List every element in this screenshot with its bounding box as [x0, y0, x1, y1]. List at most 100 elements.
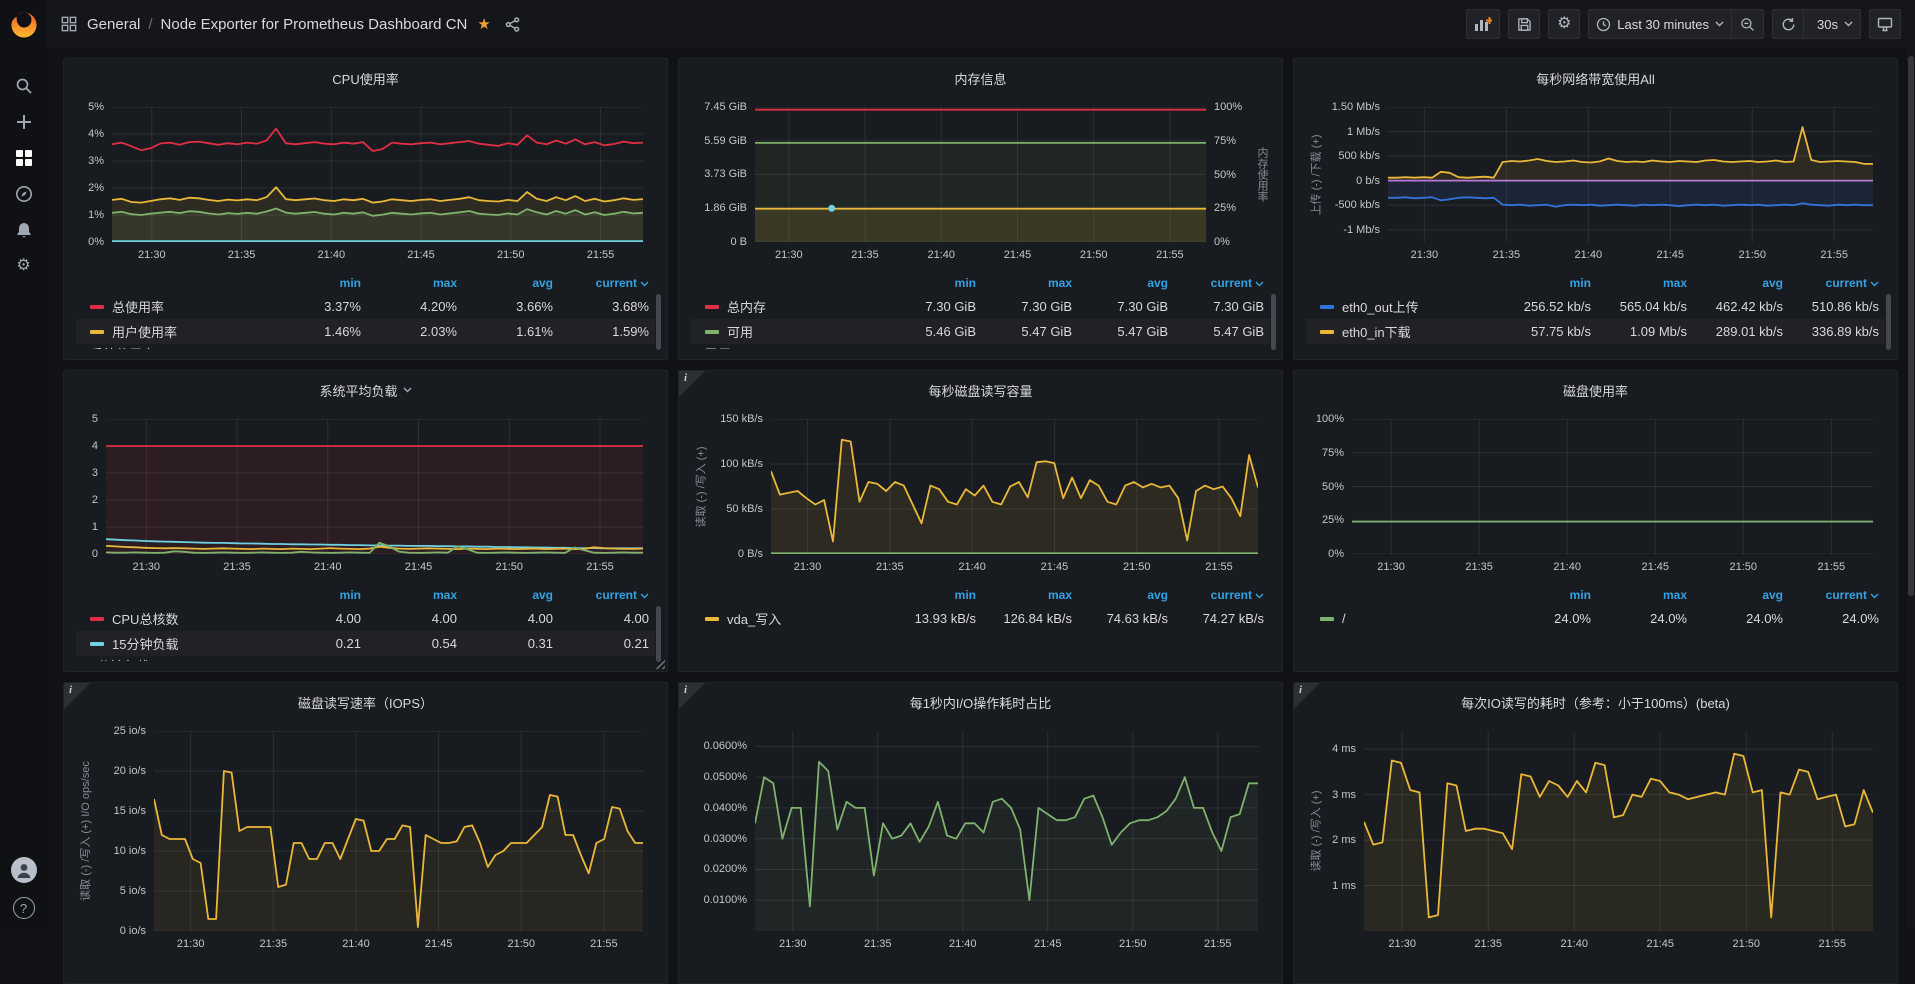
chevron-down-icon	[1715, 21, 1724, 27]
chart-plot[interactable]	[106, 419, 643, 554]
zoom-out-button[interactable]	[1732, 9, 1764, 39]
panel-info-icon[interactable]: i	[64, 683, 90, 709]
legend-column-avg[interactable]: avg	[457, 276, 553, 290]
panel-title[interactable]: 每秒磁盘读写容量	[928, 381, 1032, 400]
x-axis-tick: 21:45	[1630, 249, 1710, 261]
series-color-swatch[interactable]	[90, 617, 104, 621]
legend-column-current[interactable]: current	[553, 276, 649, 290]
series-color-swatch[interactable]	[705, 305, 719, 309]
legend-column-avg[interactable]: avg	[1072, 276, 1168, 290]
legend-series-name[interactable]: vda_写入	[727, 609, 781, 628]
legend-column-current[interactable]: current	[553, 588, 649, 602]
breadcrumb-folder[interactable]: General	[87, 16, 140, 33]
legend-column-max[interactable]: max	[976, 276, 1072, 290]
panel-title[interactable]: CPU使用率	[332, 69, 398, 88]
sidebar-item-explore[interactable]	[0, 176, 47, 212]
y-axis-tick: 3%	[76, 154, 104, 168]
sidebar-item-create[interactable]	[0, 104, 47, 140]
legend-column-max[interactable]: max	[976, 588, 1072, 602]
chart-plot[interactable]	[112, 107, 643, 242]
panel-title[interactable]: 磁盘使用率	[1563, 381, 1628, 400]
chart-plot[interactable]	[1364, 731, 1873, 931]
panel-title-text: 内存信息	[954, 69, 1006, 88]
favorite-star-icon[interactable]: ★	[477, 15, 490, 33]
dashboard-settings-button[interactable]: ⚙	[1548, 9, 1580, 39]
sidebar-item-alerting[interactable]	[0, 212, 47, 248]
chart-plot[interactable]	[755, 731, 1258, 931]
legend-column-min[interactable]: min	[265, 588, 361, 602]
legend-column-min[interactable]: min	[1495, 588, 1591, 602]
refresh-icon	[1781, 17, 1796, 32]
breadcrumb-dashboard-title[interactable]: Node Exporter for Prometheus Dashboard C…	[161, 16, 468, 33]
grafana-logo[interactable]	[9, 10, 39, 40]
chart-plot[interactable]	[755, 107, 1206, 242]
series-color-swatch[interactable]	[90, 330, 104, 334]
avatar[interactable]	[11, 857, 37, 883]
legend-column-avg[interactable]: avg	[1072, 588, 1168, 602]
legend-column-avg[interactable]: avg	[457, 588, 553, 602]
legend-series-name[interactable]: 15分钟负载	[112, 634, 178, 653]
legend-series-name[interactable]: /	[1342, 611, 1346, 626]
info-i-glyph: i	[684, 372, 687, 384]
panel-title[interactable]: 每1秒内I/O操作耗时占比	[910, 693, 1052, 712]
legend-series-name[interactable]: eth0_out上传	[1342, 297, 1419, 316]
refresh-button[interactable]	[1772, 9, 1804, 39]
legend-column-current[interactable]: current	[1168, 588, 1264, 602]
legend-column-min[interactable]: min	[1495, 276, 1591, 290]
legend-series-name[interactable]: 总内存	[727, 297, 766, 316]
chart-plot[interactable]	[1388, 107, 1873, 242]
legend-series-name[interactable]: eth0_in下载	[1342, 322, 1411, 341]
legend-column-min[interactable]: min	[880, 276, 976, 290]
legend-series-name[interactable]: 可用	[727, 322, 753, 341]
legend-column-current[interactable]: current	[1783, 276, 1879, 290]
panel-title-text: 系统平均负载	[319, 381, 397, 400]
panel-title[interactable]: 磁盘读写速率（IOPS）	[298, 693, 433, 712]
legend-column-avg[interactable]: avg	[1687, 588, 1783, 602]
chart-plot[interactable]	[1352, 419, 1873, 554]
panel-info-icon[interactable]: i	[679, 371, 705, 397]
sidebar-item-configuration[interactable]: ⚙	[0, 248, 47, 284]
legend-column-max[interactable]: max	[1591, 588, 1687, 602]
series-color-swatch[interactable]	[1320, 305, 1334, 309]
legend-series-name[interactable]: 总使用率	[112, 297, 164, 316]
legend-column-min[interactable]: min	[265, 276, 361, 290]
save-dashboard-button[interactable]	[1508, 9, 1540, 39]
add-panel-button[interactable]	[1466, 9, 1500, 39]
series-color-swatch[interactable]	[90, 642, 104, 646]
legend-column-min[interactable]: min	[880, 588, 976, 602]
help-icon[interactable]: ?	[13, 897, 35, 919]
page-scrollbar-thumb[interactable]	[1908, 56, 1914, 596]
panel-title[interactable]: 每次IO读写的耗时（参考：小于100ms）(beta)	[1461, 693, 1730, 712]
series-color-swatch[interactable]	[1320, 617, 1334, 621]
sidebar-item-search[interactable]	[0, 68, 47, 104]
panel-title[interactable]: 系统平均负载	[319, 381, 411, 400]
time-range-picker[interactable]: Last 30 minutes	[1588, 9, 1732, 39]
legend-series-name[interactable]: CPU总核数	[112, 609, 178, 628]
legend-scrollbar-thumb[interactable]	[656, 606, 661, 662]
panel-title[interactable]: 每秒网络带宽使用All	[1536, 69, 1654, 88]
panel-title[interactable]: 内存信息	[954, 69, 1006, 88]
legend-column-avg[interactable]: avg	[1687, 276, 1783, 290]
cycle-view-mode-button[interactable]	[1869, 9, 1901, 39]
series-color-swatch[interactable]	[705, 330, 719, 334]
refresh-interval-picker[interactable]: 30s	[1804, 9, 1861, 39]
share-icon[interactable]	[505, 17, 520, 32]
chart-plot[interactable]	[771, 419, 1258, 554]
legend-column-current[interactable]: current	[1783, 588, 1879, 602]
legend-column-max[interactable]: max	[1591, 276, 1687, 290]
panel-info-icon[interactable]: i	[1294, 683, 1320, 709]
sidebar-item-dashboards[interactable]	[0, 140, 47, 176]
legend-scrollbar-thumb[interactable]	[656, 294, 661, 350]
legend-column-current[interactable]: current	[1168, 276, 1264, 290]
panel-info-icon[interactable]: i	[679, 683, 705, 709]
series-color-swatch[interactable]	[90, 305, 104, 309]
y-axis-tick: 5 io/s	[92, 884, 146, 898]
legend-scrollbar-thumb[interactable]	[1271, 294, 1276, 350]
legend-column-max[interactable]: max	[361, 588, 457, 602]
series-color-swatch[interactable]	[705, 617, 719, 621]
legend-series-name[interactable]: 用户使用率	[112, 322, 177, 341]
legend-scrollbar-thumb[interactable]	[1886, 294, 1891, 350]
legend-column-max[interactable]: max	[361, 276, 457, 290]
chart-plot[interactable]	[154, 731, 643, 931]
series-color-swatch[interactable]	[1320, 330, 1334, 334]
